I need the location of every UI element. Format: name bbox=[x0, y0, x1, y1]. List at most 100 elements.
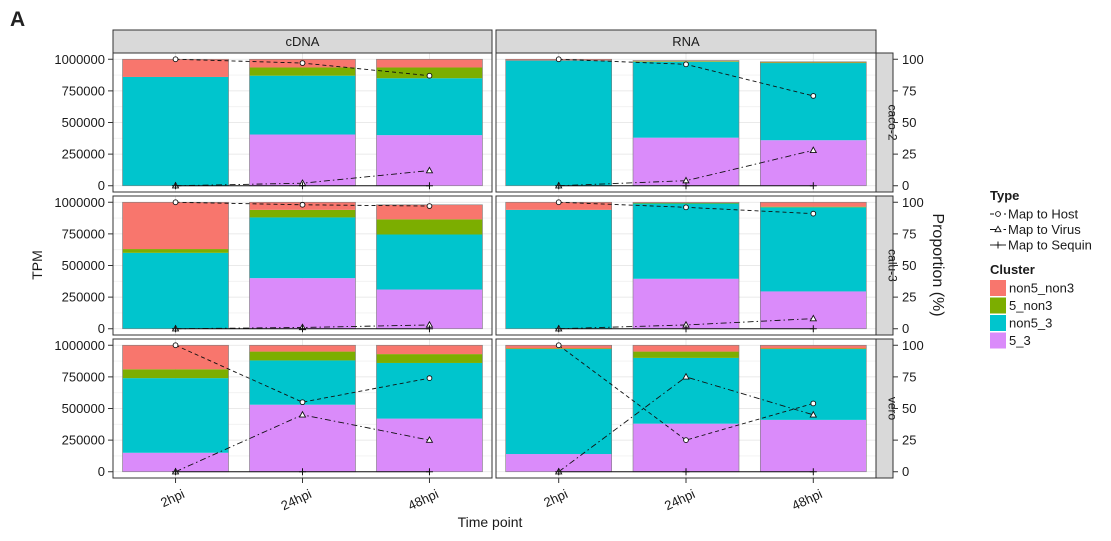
bar-segment-5_3 bbox=[249, 278, 356, 329]
x-axis-title: Time point bbox=[458, 514, 523, 530]
bar-segment-non5_3 bbox=[249, 217, 356, 279]
proportion-point-virus bbox=[809, 410, 818, 418]
proportion-point-virus bbox=[425, 166, 434, 174]
bar-segment-5_non3 bbox=[760, 62, 867, 64]
panel-caco-2-cdna bbox=[112, 52, 493, 193]
proportion-point-sequin bbox=[682, 182, 690, 190]
y-right-tick-label: 0 bbox=[902, 321, 909, 336]
legend-swatch-5_3 bbox=[990, 332, 1006, 349]
panel-border bbox=[495, 195, 877, 336]
y-right-tick-label: 0 bbox=[902, 464, 909, 479]
proportion-line-host bbox=[558, 344, 814, 441]
legend-swatch-non5_3 bbox=[990, 315, 1006, 331]
proportion-point-sequin bbox=[425, 468, 433, 476]
bar-segment-5_non3 bbox=[122, 369, 229, 379]
proportion-point-host bbox=[172, 199, 179, 206]
y-right-tick-label: 100 bbox=[902, 195, 924, 210]
bar-segment-5_3 bbox=[505, 454, 612, 472]
proportion-point-sequin bbox=[299, 468, 306, 476]
y-right-tick-label: 100 bbox=[902, 52, 924, 67]
proportion-point-host bbox=[426, 72, 433, 79]
bar-segment-non5_non3 bbox=[633, 345, 739, 352]
y-right-tick-label: 25 bbox=[902, 147, 916, 162]
bar-segment-non5_3 bbox=[760, 207, 867, 292]
proportion-point-sequin bbox=[682, 468, 690, 476]
proportion-point-host bbox=[555, 56, 562, 63]
proportion-point-sequin bbox=[299, 325, 306, 333]
proportion-point-sequin bbox=[299, 182, 306, 190]
y-tick-label: 0 bbox=[98, 321, 105, 336]
y-right-tick-label: 25 bbox=[902, 433, 916, 448]
panel-caco-2-rna bbox=[495, 52, 877, 193]
y-right-tick-label: 75 bbox=[902, 83, 916, 98]
y-tick-label: 1000000 bbox=[54, 195, 105, 210]
bar-segment-5_3 bbox=[633, 423, 739, 472]
facet-strip-label: RNA bbox=[672, 34, 700, 49]
legend-swatch-5_non3 bbox=[990, 297, 1006, 314]
proportion-point-sequin bbox=[555, 182, 563, 190]
proportion-point-host bbox=[810, 210, 817, 217]
facet-strip-label: cDNA bbox=[286, 34, 320, 49]
proportion-point-host bbox=[683, 437, 689, 443]
legend-marker-circle bbox=[995, 211, 1001, 217]
x-tick-label: 48hpi bbox=[789, 486, 824, 513]
bar-segment-non5_non3 bbox=[122, 345, 229, 370]
proportion-point-host bbox=[555, 199, 562, 206]
bar-segment-5_non3 bbox=[249, 209, 356, 218]
y-tick-label: 500000 bbox=[62, 115, 105, 130]
bar-segment-non5_3 bbox=[122, 76, 229, 186]
legend-cluster-title: Cluster bbox=[990, 262, 1035, 277]
y-tick-label: 500000 bbox=[62, 401, 105, 416]
y-right-tick-label: 50 bbox=[902, 115, 916, 130]
bar-segment-5_non3 bbox=[249, 67, 356, 76]
x-tick-label: 24hpi bbox=[279, 486, 314, 513]
legend-cluster-label: 5_non3 bbox=[1009, 298, 1052, 313]
proportion-point-sequin bbox=[425, 182, 433, 190]
y-right-tick-label: 75 bbox=[902, 369, 916, 384]
bar-segment-5_non3 bbox=[760, 348, 867, 350]
facet-row-label: caco-2 bbox=[886, 104, 900, 140]
bar-segment-5_non3 bbox=[376, 219, 483, 235]
proportion-point-host bbox=[683, 204, 689, 211]
bar-segment-5_3 bbox=[760, 419, 867, 472]
proportion-point-virus bbox=[682, 372, 690, 380]
bar-segment-non5_3 bbox=[122, 378, 229, 453]
bar-segment-5_3 bbox=[760, 291, 867, 329]
proportion-point-virus bbox=[809, 314, 818, 322]
bar-segment-5_3 bbox=[376, 418, 483, 472]
y-right-axis-title: Proportion (%) bbox=[929, 213, 946, 316]
bar-segment-5_3 bbox=[376, 135, 483, 186]
bar-segment-non5_non3 bbox=[760, 345, 867, 349]
proportion-point-sequin bbox=[425, 325, 433, 333]
bar-segment-5_non3 bbox=[760, 206, 867, 208]
bar-segment-non5_non3 bbox=[760, 61, 867, 63]
bar-segment-non5_non3 bbox=[633, 60, 739, 62]
bar-segment-5_3 bbox=[633, 278, 739, 329]
proportion-point-host bbox=[299, 399, 306, 406]
panel-calu-3-cdna bbox=[112, 195, 493, 336]
y-tick-label: 1000000 bbox=[54, 52, 105, 67]
y-tick-label: 0 bbox=[98, 464, 105, 479]
bar-segment-5_non3 bbox=[376, 354, 483, 363]
proportion-point-virus bbox=[809, 146, 818, 153]
bar-segment-non5_non3 bbox=[376, 59, 483, 68]
proportion-point-host bbox=[810, 400, 817, 407]
y-right-tick-label: 100 bbox=[902, 338, 924, 353]
panel-border bbox=[495, 52, 877, 193]
legend-marker-plus bbox=[994, 241, 1002, 249]
bar-segment-non5_3 bbox=[505, 60, 612, 186]
bar-segment-5_non3 bbox=[122, 249, 229, 253]
legend-marker-triangle bbox=[994, 225, 1002, 233]
y-tick-label: 0 bbox=[98, 178, 105, 193]
proportion-point-host bbox=[172, 56, 179, 63]
bar-segment-non5_3 bbox=[505, 209, 612, 329]
bar-segment-non5_3 bbox=[122, 252, 229, 329]
proportion-point-sequin bbox=[172, 325, 180, 333]
legend-type-title: Type bbox=[990, 188, 1019, 203]
proportion-point-sequin bbox=[555, 325, 563, 333]
bar-segment-5_3 bbox=[122, 452, 229, 472]
proportion-point-sequin bbox=[555, 468, 563, 476]
y-tick-label: 1000000 bbox=[54, 338, 105, 353]
bar-segment-non5_non3 bbox=[633, 202, 739, 203]
